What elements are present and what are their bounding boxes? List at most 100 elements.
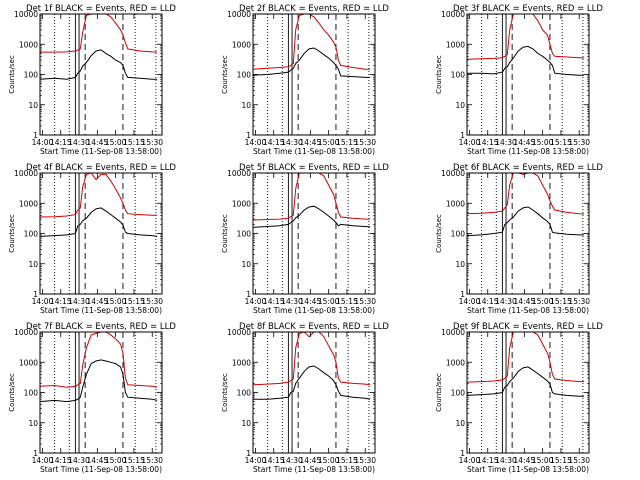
x-tick-label: 15:30 [568, 456, 590, 465]
x-tick-label: 14:15 [477, 297, 499, 306]
x-tick-label: 15:00 [105, 297, 127, 306]
x-tick-label: 14:30 [495, 456, 517, 465]
x-tick-label: 14:15 [50, 138, 72, 147]
y-tick-label: 10 [28, 260, 38, 269]
y-tick-label: 1 [460, 131, 465, 140]
x-tick-label: 14:30 [68, 456, 90, 465]
x-tick-label: 14:30 [281, 138, 303, 147]
y-tick-label: 1000 [19, 40, 38, 49]
x-tick-label: 15:00 [105, 138, 127, 147]
plot-frame [466, 172, 590, 295]
x-tick-label: 14:15 [263, 297, 285, 306]
y-tick-label: 1 [246, 449, 251, 458]
y-tick-label: 10 [241, 419, 251, 428]
x-axis-label: Start Time (11-Sep-08 13:58:00) [467, 306, 589, 315]
x-tick-label: 14:15 [477, 138, 499, 147]
y-tick-label: 100 [24, 71, 39, 80]
y-axis-label: Counts/sec [221, 373, 229, 412]
y-tick-label: 1000 [232, 199, 251, 208]
y-tick-label: 1 [460, 290, 465, 299]
detector-panel-7: Det 7f BLACK = Events, RED = LLD 1 10 100 10… [8, 322, 176, 474]
y-tick-label: 1000 [19, 199, 38, 208]
x-tick-label: 15:00 [532, 297, 554, 306]
x-tick-label: 15:00 [105, 456, 127, 465]
x-tick-label: 14:30 [68, 138, 90, 147]
y-axis-label: Counts/sec [221, 214, 229, 253]
y-tick-label: 10 [28, 101, 38, 110]
detector-panel-8: Det 8f BLACK = Events, RED = LLD 1 10 100 10… [221, 322, 389, 474]
x-tick-label: 15:15 [550, 138, 572, 147]
x-tick-label: 15:30 [354, 297, 376, 306]
y-tick-label: 10000 [227, 10, 251, 19]
x-axis-label: Start Time (11-Sep-08 13:58:00) [253, 306, 375, 315]
x-tick-label: 15:15 [550, 456, 572, 465]
plot-frame [39, 172, 163, 295]
y-tick-label: 10 [241, 101, 251, 110]
x-tick-label: 14:30 [68, 297, 90, 306]
x-tick-label: 14:45 [300, 138, 322, 147]
x-tick-label: 15:15 [336, 297, 358, 306]
x-axis-label: Start Time (11-Sep-08 13:58:00) [253, 147, 375, 156]
x-tick-label: 14:45 [514, 456, 536, 465]
x-tick-label: 14:00 [32, 138, 54, 147]
panel-title: Det 6f BLACK = Events, RED = LLD [453, 163, 603, 173]
x-tick-label: 15:00 [318, 138, 340, 147]
events-series-line [467, 45, 585, 76]
y-tick-label: 100 [24, 389, 39, 398]
x-tick-label: 14:30 [495, 138, 517, 147]
plot-frame [466, 331, 590, 454]
x-tick-label: 14:00 [32, 456, 54, 465]
y-tick-label: 10 [241, 260, 251, 269]
x-tick-label: 14:45 [87, 297, 109, 306]
x-tick-label: 15:30 [354, 138, 376, 147]
x-tick-label: 14:45 [300, 456, 322, 465]
y-tick-label: 100 [237, 389, 252, 398]
x-tick-label: 15:15 [123, 138, 145, 147]
panel-title: Det 3f BLACK = Events, RED = LLD [453, 4, 603, 14]
lld-series-line [466, 331, 585, 383]
panel-title: Det 4f BLACK = Events, RED = LLD [26, 163, 176, 173]
x-tick-label: 14:45 [514, 297, 536, 306]
x-tick-label: 14:45 [87, 456, 109, 465]
x-tick-label: 15:30 [141, 138, 163, 147]
plot-frame [39, 331, 163, 454]
y-tick-label: 100 [237, 71, 252, 80]
x-tick-label: 15:00 [532, 138, 554, 147]
y-tick-label: 10 [28, 419, 38, 428]
x-tick-label: 15:15 [123, 297, 145, 306]
events-series-line [466, 206, 585, 237]
panel-title: Det 2f BLACK = Events, RED = LLD [239, 4, 389, 14]
y-axis-label: Counts/sec [221, 55, 229, 94]
x-tick-label: 15:00 [318, 456, 340, 465]
y-tick-label: 1 [33, 449, 38, 458]
x-tick-label: 14:30 [495, 297, 517, 306]
panel-title: Det 1f BLACK = Events, RED = LLD [26, 4, 176, 14]
y-tick-label: 10000 [14, 169, 38, 178]
detector-panel-1: Det 1f BLACK = Events, RED = LLD 1 10 100 10… [8, 4, 176, 156]
x-tick-label: 14:30 [281, 297, 303, 306]
x-tick-label: 15:00 [532, 456, 554, 465]
plot-frame [252, 331, 376, 454]
x-axis-label: Start Time (11-Sep-08 13:58:00) [40, 465, 162, 474]
x-tick-label: 14:45 [87, 138, 109, 147]
lld-series-line [39, 331, 158, 388]
events-series-line [252, 47, 371, 78]
x-tick-label: 15:15 [336, 138, 358, 147]
lld-series-line [252, 172, 371, 221]
x-tick-label: 14:00 [459, 138, 481, 147]
y-axis-label: Counts/sec [435, 214, 443, 253]
x-axis-label: Start Time (11-Sep-08 13:58:00) [253, 465, 375, 474]
events-series-line [39, 359, 158, 403]
detector-panel-5: Det 5f BLACK = Events, RED = LLD 1 10 100 10… [221, 163, 389, 315]
x-axis-label: Start Time (11-Sep-08 13:58:00) [467, 465, 589, 474]
x-axis-label: Start Time (11-Sep-08 13:58:00) [40, 147, 162, 156]
y-tick-label: 1000 [446, 199, 465, 208]
y-tick-label: 10000 [14, 10, 38, 19]
y-tick-label: 100 [237, 230, 252, 239]
x-tick-label: 15:15 [123, 456, 145, 465]
y-tick-label: 10 [455, 260, 465, 269]
x-tick-label: 14:45 [300, 297, 322, 306]
x-tick-label: 15:30 [568, 138, 590, 147]
x-tick-label: 15:00 [318, 297, 340, 306]
